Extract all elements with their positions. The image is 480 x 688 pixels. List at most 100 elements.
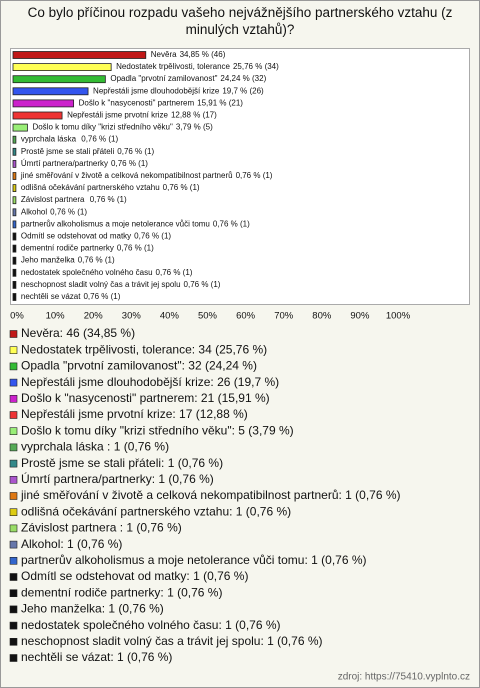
x-tick-label: 40% [160, 311, 180, 322]
bar-value-label: 0,76 % (1) [117, 244, 154, 253]
bar [12, 135, 17, 144]
legend-swatch [9, 508, 18, 517]
bar-value-label: 0,76 % (1) [78, 256, 115, 265]
bar-label: Závislost partnera 0,76 % (1) [21, 195, 127, 204]
bar-category: nechtěli se vázat [21, 292, 81, 301]
bar [12, 147, 17, 156]
legend-swatch [9, 573, 18, 581]
legend-swatch [9, 362, 18, 371]
bar-label: Nepřestáli jsme prvotní krize 12,88 % (17… [67, 111, 217, 120]
bar-category: Nepřestáli jsme prvotní krize [67, 111, 168, 120]
bar-value-label: 0,76 % (1) [90, 195, 127, 204]
legend-swatch [9, 427, 18, 436]
source: zdroj: https://75410.vyplnto.cz [338, 672, 470, 683]
legend-label: Prostě jsme se stali přáteli: 1 (0,76 %) [21, 456, 223, 470]
chart-title: Co bylo příčinou rozpadu vašeho nejvážně… [27, 5, 453, 37]
bar-value-label: 0,76 % (1) [134, 232, 171, 241]
bar-value-label: 0,76 % (1) [111, 159, 148, 168]
bar-category: dementní rodiče partnerky [21, 244, 114, 253]
bar [12, 172, 17, 180]
bar-label: Odmítl se odstehovat od matky 0,76 % (1) [21, 232, 172, 241]
legend-swatch [9, 492, 18, 500]
x-tick-label: 80% [312, 311, 332, 322]
bar-label: Prostě jsme se stali přáteli 0,76 % (1) [21, 147, 155, 156]
x-tick-label: 60% [236, 311, 256, 322]
bar-label: jiné směřování v životě a celková nekomp… [20, 171, 273, 180]
bar-label: Nedostatek trpělivosti, tolerance 25,76 %… [116, 62, 279, 71]
legend-label: vyprchala láska : 1 (0,76 %) [21, 440, 169, 454]
bar-value-label: 15,91 % (21) [197, 99, 243, 108]
bar-value-label: 24,24 % (32) [220, 74, 266, 83]
legend-label: Úmrtí partnera/partnerky: 1 (0,76 %) [21, 471, 214, 486]
x-tick-label: 70% [274, 311, 294, 322]
bar [12, 293, 17, 301]
bar-label: nedostatek společného volného času 0,76 %… [21, 268, 193, 277]
legend-label: Nepřestáli jsme dlouhodobější krize: 26 … [21, 375, 279, 389]
bar-label: odlišná očekávání partnerského vztahu 0,7… [21, 183, 200, 192]
legend-swatch [9, 524, 18, 533]
bar-value-label: 0,76 % (1) [117, 147, 154, 156]
bar-value-label: 0,76 % (1) [184, 280, 221, 289]
legend-swatch [9, 394, 18, 403]
bar-value-label: 0,76 % (1) [83, 292, 120, 301]
legend-swatch [9, 346, 18, 355]
bar [12, 256, 17, 265]
bar-category: partnerův alkoholismus a moje netoleranc… [21, 220, 210, 229]
legend-label: Závislost partnera : 1 (0,76 %) [21, 521, 182, 535]
bar-category: nedostatek společného volného času [21, 268, 153, 277]
legend-swatch [9, 621, 18, 630]
legend-label: Došlo k tomu díky "krizi středního věku"… [21, 423, 294, 437]
x-tick-label: 30% [122, 311, 142, 322]
legend-label: partnerův alkoholismus a moje netoleranc… [21, 553, 367, 567]
x-tick-label: 50% [198, 311, 218, 322]
bar-label: Došlo k tomu díky "krizi středního věku"… [32, 123, 213, 132]
legend-label: nedostatek společného volného času: 1 (0… [21, 618, 281, 632]
x-tick-label: 0% [10, 311, 24, 322]
bar [12, 159, 17, 168]
bar-label: dementní rodiče partnerky 0,76 % (1) [21, 244, 154, 253]
legend-label: Nevěra: 46 (34,85 %) [21, 326, 135, 340]
bar [12, 63, 112, 71]
legend-swatch [9, 637, 18, 646]
bar [12, 87, 89, 96]
bar-category: neschopnost sladit volný čas a trávit je… [21, 280, 181, 289]
bar-label: partnerův alkoholismus a moje netoleranc… [21, 220, 250, 229]
legend-label: Opadla "prvotní zamilovanost": 32 (24,24… [21, 359, 257, 373]
bar-category: Prostě jsme se stali přáteli [21, 147, 115, 156]
bar-category: Nepřestáli jsme dlouhodobější krize [93, 86, 220, 95]
legend-label: Došlo k "nasycenosti" partnerem: 21 (15,… [21, 391, 270, 405]
bar-value-label: 0,76 % (1) [156, 268, 193, 277]
legend-swatch [9, 475, 18, 484]
bar [12, 111, 63, 120]
bar-category: Závislost partnera [21, 195, 87, 204]
bar-label: Jeho manželka 0,76 % (1) [21, 256, 115, 265]
bar-value-label: 19,7 % (26) [222, 86, 264, 95]
bar-value-label: 12,88 % (17) [171, 111, 217, 120]
bar-label: vyprchala láska 0,76 % (1) [21, 135, 119, 144]
legend-label: Jeho manželka: 1 (0,76 %) [21, 602, 164, 616]
bar [12, 208, 17, 217]
bar [12, 123, 28, 132]
legend-label: dementní rodiče partnerky: 1 (0,76 %) [21, 585, 222, 599]
x-tick-label: 90% [350, 311, 370, 322]
bar [12, 51, 147, 59]
legend-swatch [9, 459, 18, 468]
bar [12, 99, 75, 108]
bar [12, 244, 17, 253]
legend-label: Alkohol: 1 (0,76 %) [21, 537, 122, 551]
legend-label: odlišná očekávání partnerského vztahu: 1… [21, 504, 291, 518]
bar-value-label: 0,76 % (1) [81, 135, 118, 144]
bar [12, 220, 17, 229]
bar [12, 184, 17, 193]
bar-label: Došlo k "nasycenosti" partnerem 15,91 % (… [79, 99, 244, 108]
legend-label: Nedostatek trpělivosti, tolerance: 34 (2… [21, 342, 267, 356]
bar [12, 268, 17, 277]
legend-label: Odmítl se odstehovat od matky: 1 (0,76 %… [21, 569, 248, 583]
bar-label: Alkohol 0,76 % (1) [21, 207, 87, 216]
legend-swatch [9, 540, 18, 549]
legend-label: nechtěli se vázat: 1 (0,76 %) [21, 650, 172, 664]
x-tick-label: 20% [84, 311, 104, 322]
bar-category: Nedostatek trpělivosti, tolerance [116, 62, 230, 71]
bar-label: Nevěra 34,85 % (46) [151, 50, 226, 59]
